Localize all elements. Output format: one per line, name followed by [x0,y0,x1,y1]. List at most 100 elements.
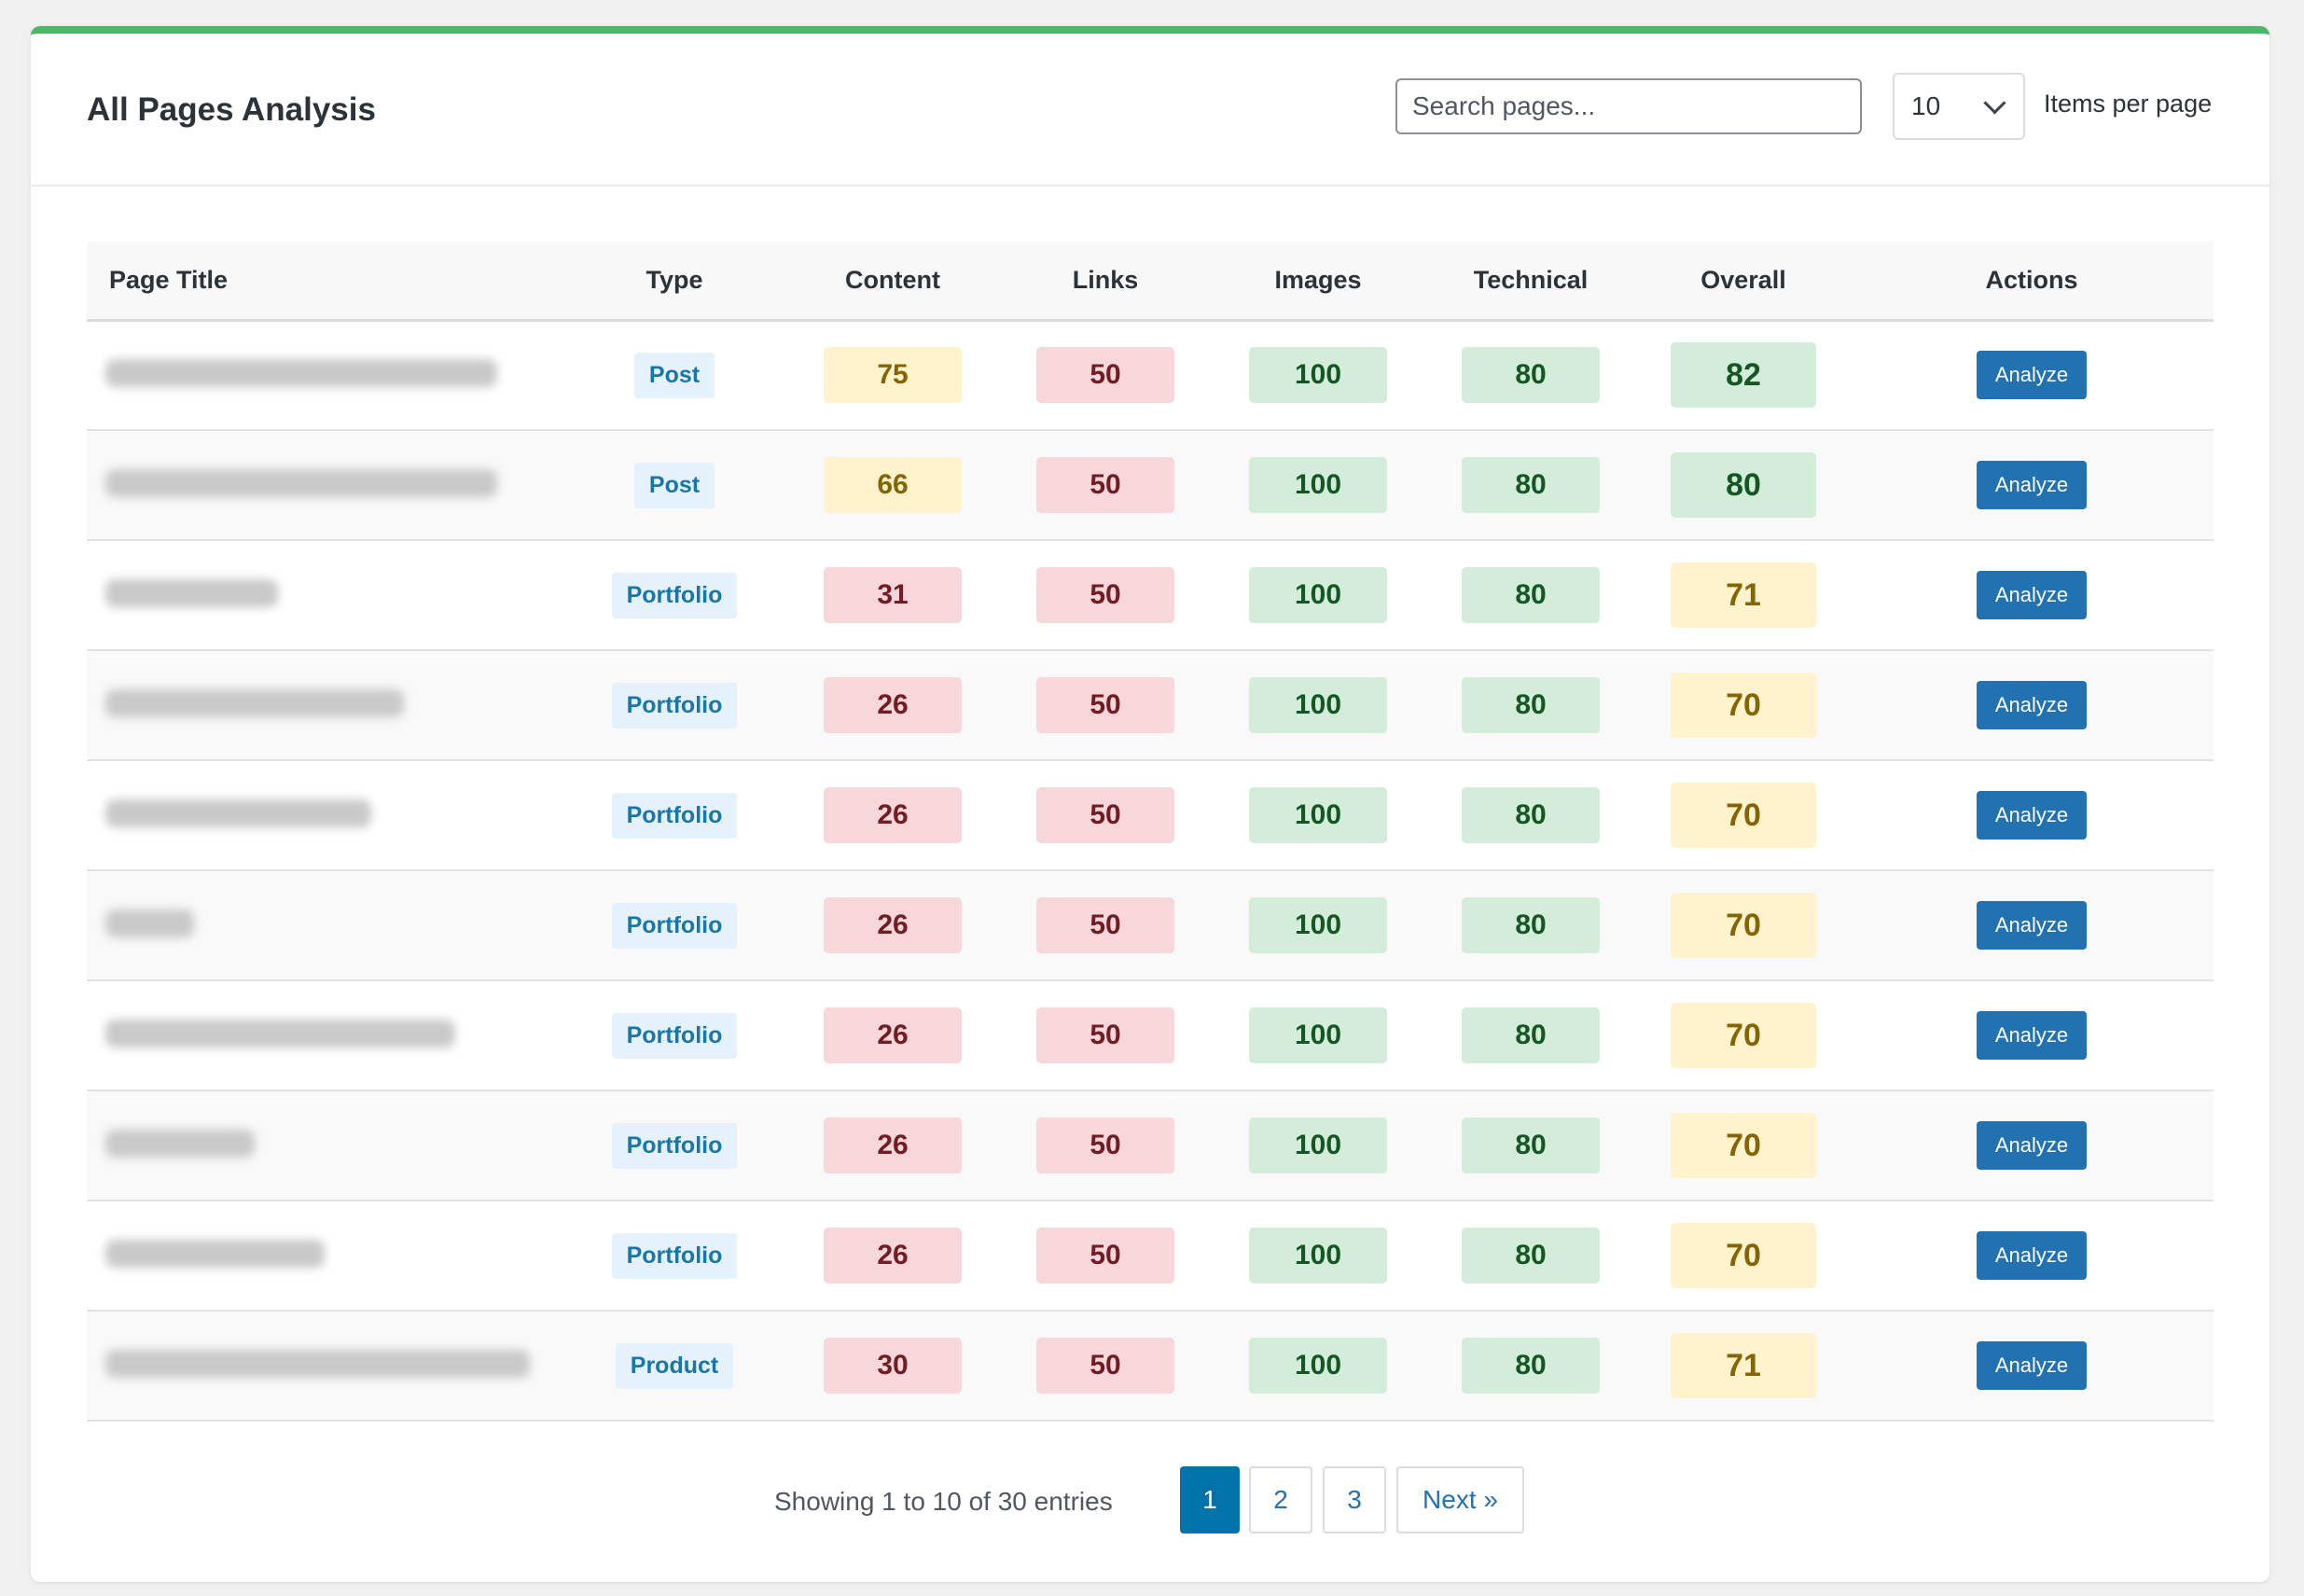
links-cell: 50 [999,870,1212,980]
links-score-badge: 50 [1036,1338,1174,1394]
table-row: Portfolio 31 50 100 80 71 Analyze [87,540,2214,650]
search-input[interactable] [1395,78,1862,134]
content-score-badge: 26 [824,1228,962,1284]
type-cell: Product [562,1311,786,1421]
content-score-badge: 66 [824,457,962,513]
technical-score-badge: 80 [1462,1117,1600,1173]
analyze-button[interactable]: Analyze [1977,351,2087,400]
links-score-badge: 50 [1036,457,1174,513]
table-body: Post 75 50 100 80 82 Analyze Post 66 50 100 80 80 Ana… [87,320,2214,1421]
technical-cell: 80 [1424,760,1637,870]
overall-cell: 70 [1637,760,1850,870]
type-cell: Post [562,430,786,540]
page-title: All Pages Analysis [87,91,376,128]
content-cell: 31 [786,540,999,650]
analyze-button[interactable]: Analyze [1977,791,2087,840]
page-title-cell [87,1311,562,1421]
images-cell: 100 [1212,1311,1424,1421]
actions-cell: Analyze [1850,430,2214,540]
type-cell: Portfolio [562,540,786,650]
table-row: Portfolio 26 50 100 80 70 Analyze [87,1200,2214,1311]
column-header-links[interactable]: Links [1072,265,1139,294]
links-cell: 50 [999,320,1212,430]
table-row: Post 66 50 100 80 80 Analyze [87,430,2214,540]
analyze-button[interactable]: Analyze [1977,1231,2087,1280]
content-cell: 26 [786,980,999,1090]
blurred-page-title[interactable] [105,1129,255,1158]
links-cell: 50 [999,760,1212,870]
analyze-button[interactable]: Analyze [1977,681,2087,729]
column-header-technical[interactable]: Technical [1473,265,1589,294]
blurred-page-title[interactable] [105,358,497,387]
overall-cell: 70 [1637,870,1850,980]
links-score-badge: 50 [1036,347,1174,404]
type-cell: Portfolio [562,1090,786,1200]
page-button-1[interactable]: 1 [1180,1466,1240,1534]
links-cell: 50 [999,430,1212,540]
analyze-button[interactable]: Analyze [1977,461,2087,509]
links-cell: 50 [999,1200,1212,1311]
links-cell: 50 [999,980,1212,1090]
page-title-cell [87,540,562,650]
analyze-button[interactable]: Analyze [1977,1341,2087,1390]
content-score-badge: 31 [824,567,962,623]
next-page-button[interactable]: Next » [1396,1466,1524,1534]
images-cell: 100 [1212,980,1424,1090]
table-row: Portfolio 26 50 100 80 70 Analyze [87,1090,2214,1200]
technical-score-badge: 80 [1462,567,1600,623]
items-per-page-select[interactable]: 10 [1893,73,2025,140]
type-cell: Portfolio [562,1200,786,1311]
technical-cell: 80 [1424,650,1637,760]
analyze-button[interactable]: Analyze [1977,1121,2087,1170]
technical-score-badge: 80 [1462,1338,1600,1394]
column-header-overall[interactable]: Overall [1700,265,1786,294]
analyze-button[interactable]: Analyze [1977,1011,2087,1060]
images-score-badge: 100 [1249,1007,1387,1063]
content-cell: 75 [786,320,999,430]
blurred-page-title[interactable] [105,909,194,937]
overall-score-badge: 70 [1671,1003,1816,1068]
items-per-page-label: Items per page [2044,90,2213,118]
column-header-type[interactable]: Type [645,265,703,294]
column-header-content[interactable]: Content [845,265,940,294]
overall-cell: 71 [1637,540,1850,650]
pagination-info: Showing 1 to 10 of 30 entries [774,1487,1113,1516]
links-score-badge: 50 [1036,1007,1174,1063]
column-header-images[interactable]: Images [1274,265,1362,294]
blurred-page-title[interactable] [105,688,404,717]
content-cell: 66 [786,430,999,540]
type-badge: Portfolio [611,572,738,618]
images-cell: 100 [1212,650,1424,760]
page-title-cell [87,760,562,870]
page-button-2[interactable]: 2 [1249,1466,1312,1534]
content-cell: 26 [786,760,999,870]
content-cell: 30 [786,1311,999,1421]
actions-cell: Analyze [1850,980,2214,1090]
blurred-page-title[interactable] [105,798,371,827]
type-cell: Portfolio [562,760,786,870]
overall-cell: 70 [1637,1200,1850,1311]
content-score-badge: 75 [824,347,962,404]
technical-score-badge: 80 [1462,787,1600,843]
blurred-page-title[interactable] [105,1019,455,1048]
page-button-3[interactable]: 3 [1323,1466,1386,1534]
content-cell: 26 [786,650,999,760]
analyze-button[interactable]: Analyze [1977,901,2087,950]
analyze-button[interactable]: Analyze [1977,571,2087,619]
technical-cell: 80 [1424,1311,1637,1421]
blurred-page-title[interactable] [105,1239,325,1268]
blurred-page-title[interactable] [105,468,497,497]
column-header-page-title[interactable]: Page Title [109,265,229,294]
type-badge: Portfolio [611,792,738,839]
images-cell: 100 [1212,320,1424,430]
type-badge: Product [615,1342,734,1389]
table-row: Post 75 50 100 80 82 Analyze [87,320,2214,430]
blurred-page-title[interactable] [105,578,278,607]
overall-score-badge: 71 [1671,562,1816,628]
links-score-badge: 50 [1036,787,1174,843]
content-cell: 26 [786,1200,999,1311]
card-header: All Pages Analysis 10 Items per page [31,34,2269,187]
blurred-page-title[interactable] [105,1349,530,1378]
images-score-badge: 100 [1249,1338,1387,1394]
actions-cell: Analyze [1850,870,2214,980]
